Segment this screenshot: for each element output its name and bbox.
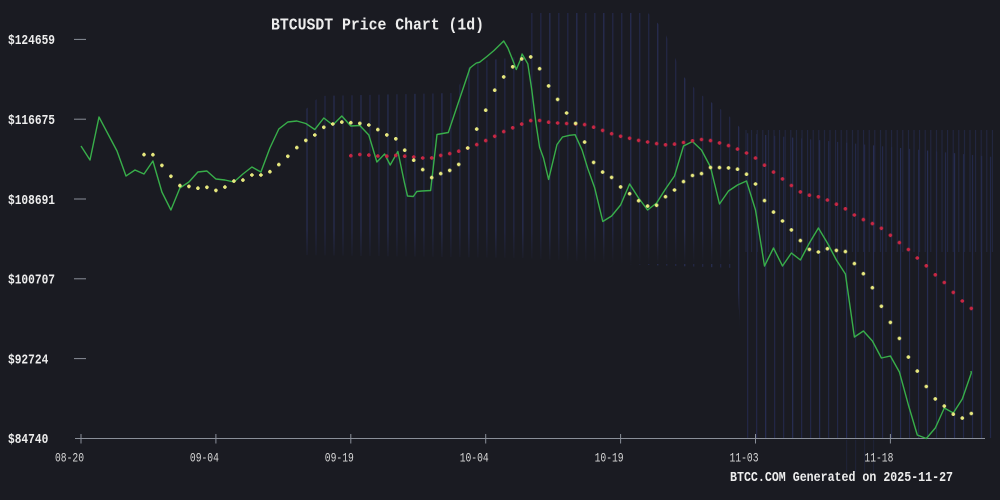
svg-text:10-19: 10-19: [595, 452, 624, 466]
svg-text:10-04: 10-04: [460, 452, 489, 466]
svg-text:$124659: $124659: [8, 33, 55, 49]
svg-text:$100707: $100707: [8, 273, 55, 289]
svg-text:11-03: 11-03: [730, 452, 759, 466]
svg-text:09-04: 09-04: [190, 452, 219, 466]
svg-text:09-19: 09-19: [325, 452, 354, 466]
svg-text:11-18: 11-18: [864, 452, 893, 466]
svg-text:08-20: 08-20: [55, 452, 84, 466]
svg-text:$84740: $84740: [8, 432, 48, 448]
svg-text:$92724: $92724: [8, 352, 48, 368]
svg-text:$108691: $108691: [8, 193, 55, 209]
svg-text:BTCUSDT Price Chart (1d): BTCUSDT Price Chart (1d): [271, 17, 484, 36]
svg-text:BTCC.COM Generated on 2025-11-: BTCC.COM Generated on 2025-11-27: [730, 470, 953, 486]
svg-text:$116675: $116675: [8, 113, 55, 129]
